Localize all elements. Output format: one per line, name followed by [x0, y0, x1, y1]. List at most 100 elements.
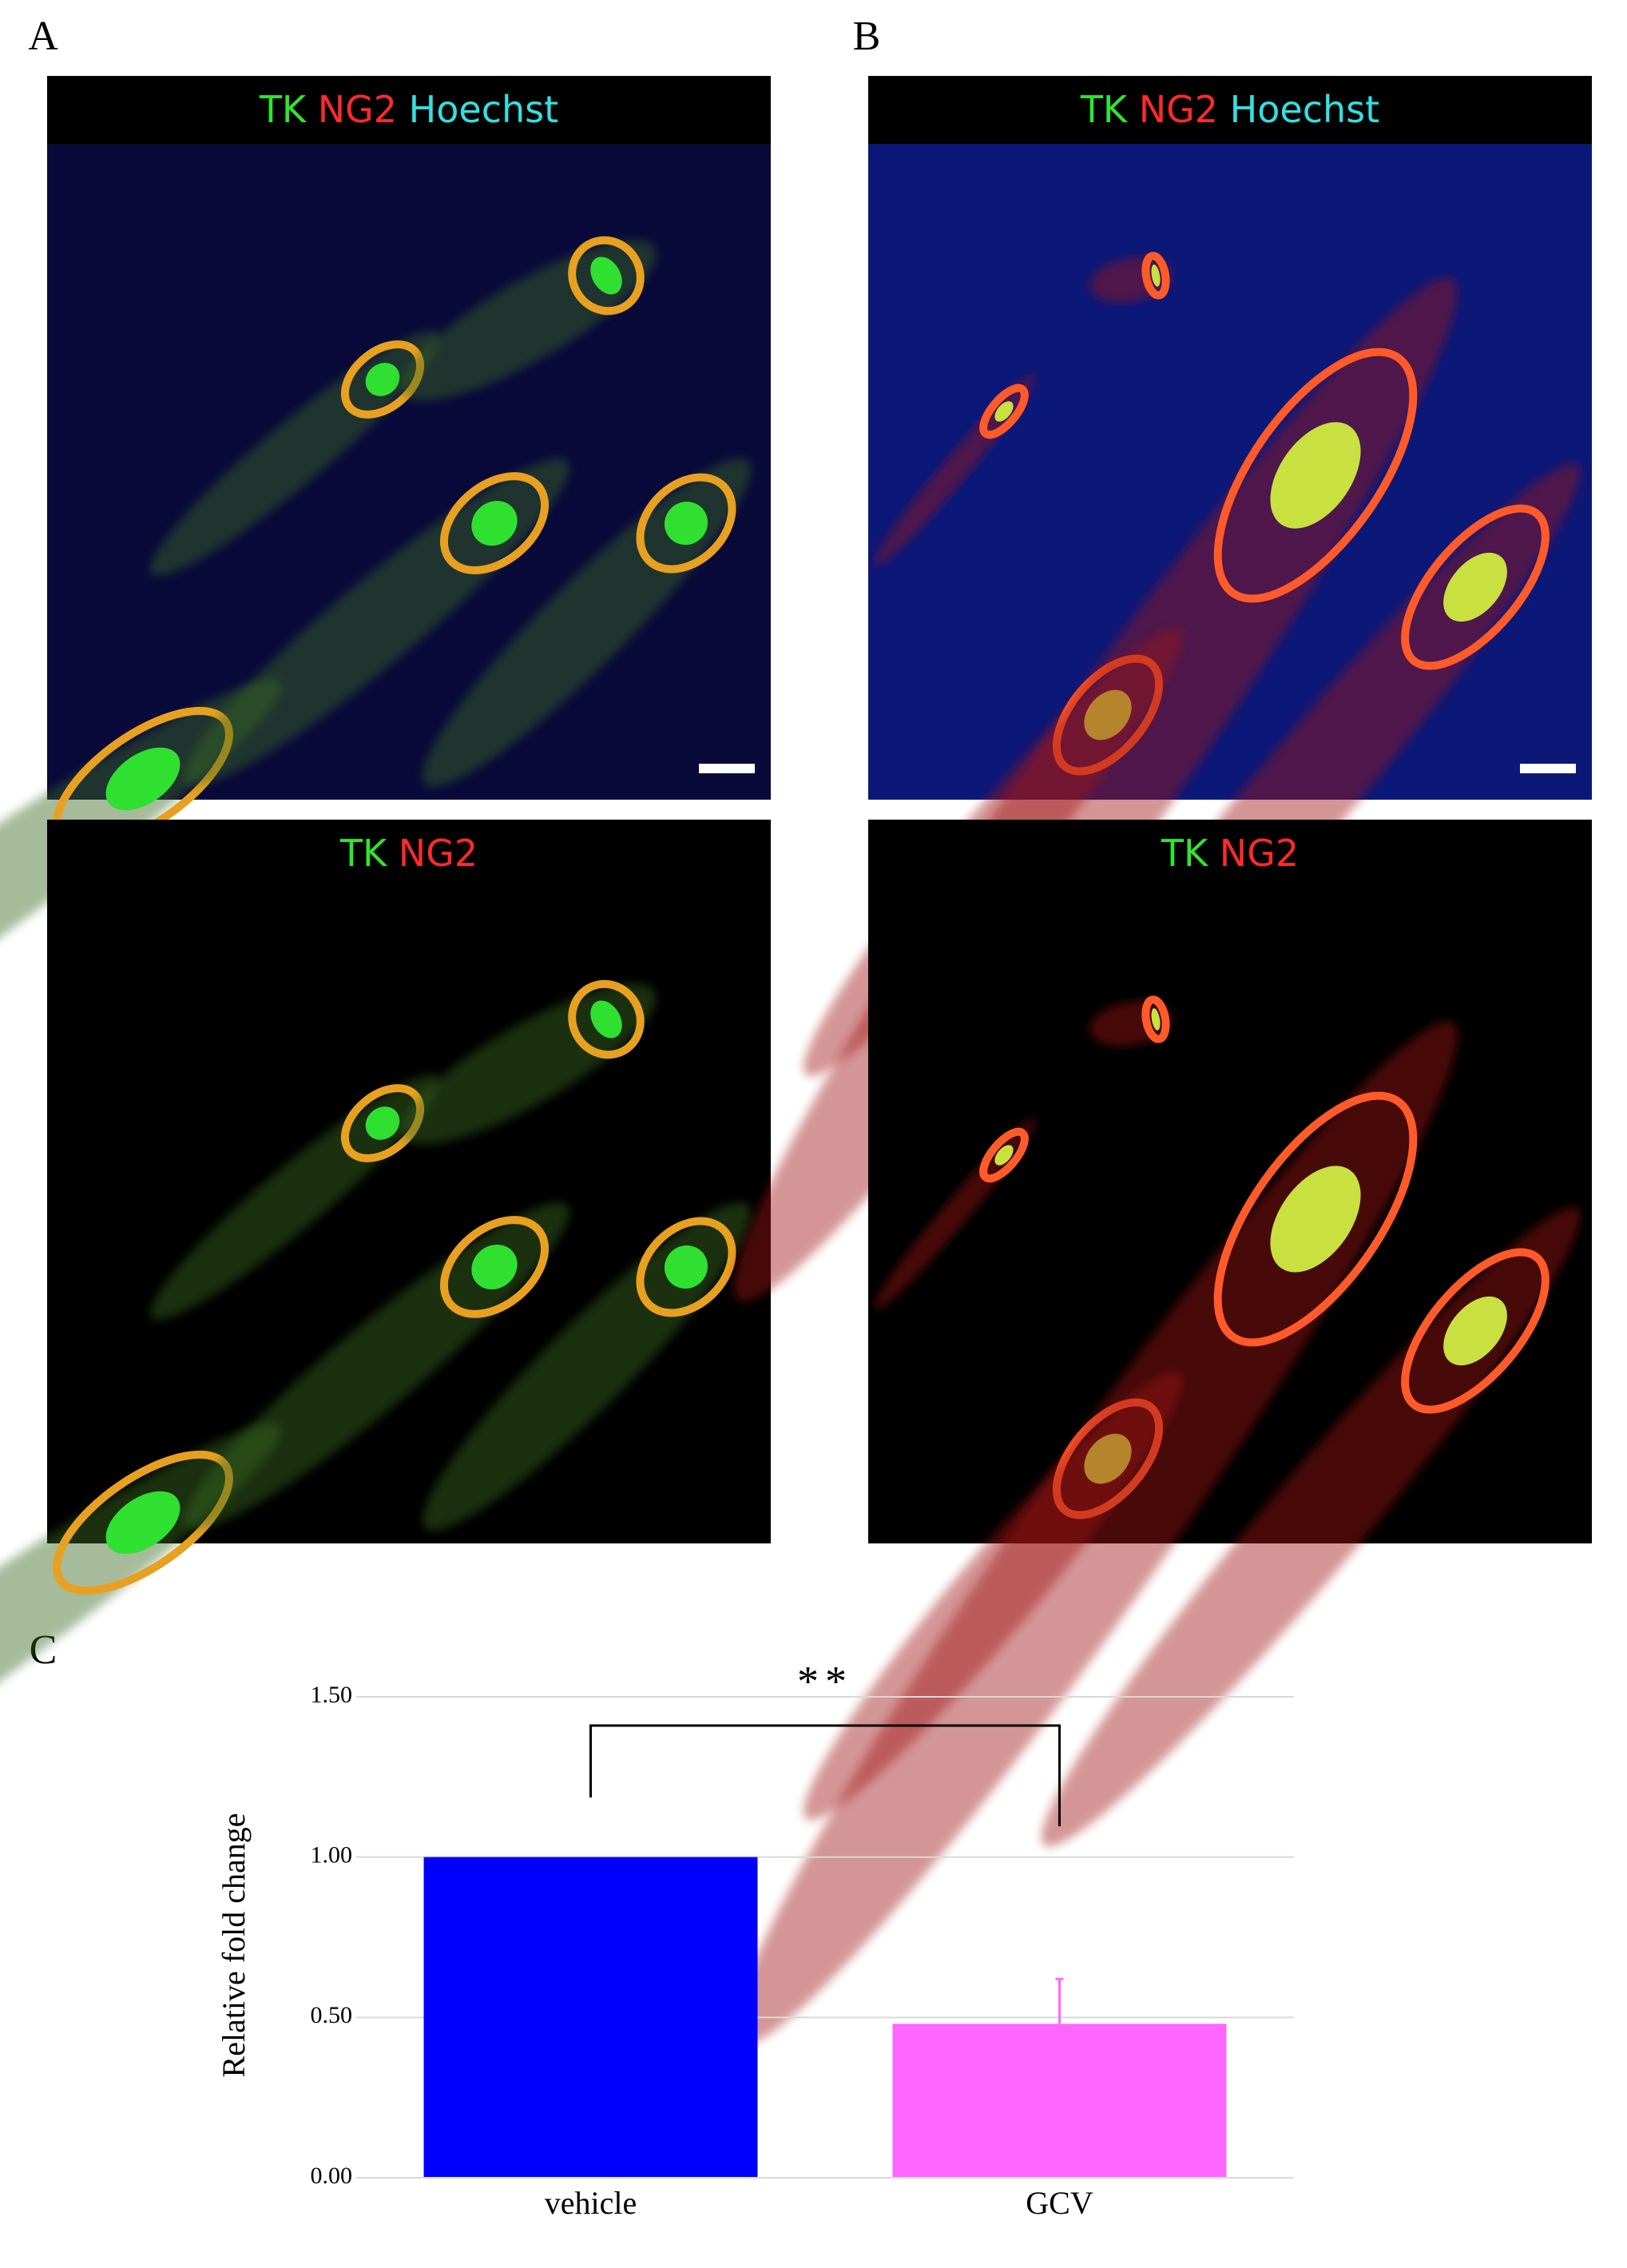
follicle-bulb [1213, 348, 1418, 603]
follicle-bulb [340, 1084, 425, 1162]
dermal-papilla [590, 256, 622, 295]
panel-label: A [28, 14, 58, 59]
follicle-sheath [401, 240, 657, 401]
stain-name: TK [339, 832, 388, 875]
label-band [47, 76, 771, 144]
follicle [733, 1021, 1458, 2046]
follicle-bulb [979, 1127, 1029, 1183]
dermal-papilla [664, 501, 708, 546]
follicle-sheath [874, 1118, 1036, 1310]
follicle-bulb [340, 340, 425, 419]
stain-label: TK NG2 Hoechst [1080, 88, 1379, 131]
follicle-bulb [1141, 252, 1170, 300]
label-band [47, 820, 771, 888]
follicle-sheath [184, 458, 570, 785]
y-axis-label: Relative fold change [216, 1813, 252, 2078]
x-tick-label: vehicle [545, 2185, 637, 2221]
follicle [1089, 252, 1172, 304]
follicle-bulb [568, 236, 645, 316]
stain-name: NG2 [387, 832, 478, 875]
follicle-sheath [0, 679, 282, 1186]
label-band [868, 820, 1592, 888]
follicle [184, 1202, 570, 1529]
image-background [47, 820, 771, 1543]
micrograph: TK NG2 [0, 820, 771, 1930]
follicle-bulb [568, 979, 645, 1059]
follicle-sheath [1041, 1206, 1581, 1847]
follicle-bulb [1401, 1248, 1550, 1414]
scale-bar [1520, 764, 1576, 773]
stain-name: Hoechst [397, 88, 558, 131]
dermal-papilla [1151, 1008, 1161, 1031]
dermal-papilla [1270, 1166, 1361, 1273]
follicle-sheath [401, 983, 657, 1145]
stain-label: TK NG2 [1161, 832, 1299, 875]
stain-label: TK NG2 Hoechst [259, 88, 558, 131]
scale-bar [699, 764, 755, 773]
dermal-papilla [365, 1106, 400, 1140]
follicle-sheath [149, 1074, 439, 1320]
follicle [1041, 1206, 1581, 1847]
follicle [1089, 995, 1172, 1047]
follicle-sheath [149, 331, 439, 576]
significance-bracket [589, 1724, 1061, 1826]
follicle [401, 979, 657, 1145]
stain-name: TK [1161, 832, 1209, 875]
stain-name: NG2 [1127, 88, 1218, 131]
dermal-papilla [1151, 264, 1161, 287]
y-tick-label: 0.00 [311, 2163, 353, 2189]
follicle [401, 236, 657, 401]
follicle-sheath [422, 1202, 752, 1531]
stain-name: TK [1080, 88, 1129, 131]
follicle [874, 1118, 1036, 1310]
follicle [149, 1074, 439, 1320]
stain-name: TK [259, 88, 308, 131]
dermal-papilla [1443, 552, 1507, 622]
follicle-sheath [0, 1423, 282, 1930]
follicle-bulb [636, 1217, 736, 1317]
follicle-sheath [184, 1202, 570, 1529]
follicle-bulb [636, 473, 736, 574]
stain-label: TK NG2 [339, 832, 478, 875]
dermal-papilla [1443, 1296, 1507, 1366]
follicle-bulb [439, 472, 550, 574]
dermal-papilla [994, 1145, 1014, 1166]
y-tick-label: 0.50 [311, 2002, 353, 2028]
dermal-papilla [590, 1000, 622, 1039]
micrograph: TK NG2 Hoechst [0, 76, 771, 1186]
y-tick-label: 1.00 [311, 1842, 353, 1869]
micrograph: TK NG2 [733, 820, 1592, 2046]
error-bar [1055, 1977, 1064, 2024]
bar [892, 2024, 1227, 2178]
label-band [868, 76, 1592, 144]
bar [423, 1857, 758, 2178]
significance-label: ** [797, 1657, 853, 1705]
follicle [422, 1202, 752, 1531]
dermal-papilla [105, 1491, 181, 1555]
dermal-papilla [365, 363, 400, 396]
follicle-bulb [1141, 995, 1170, 1043]
follicle [874, 374, 1036, 566]
dermal-papilla [105, 747, 181, 811]
dermal-papilla [471, 1244, 518, 1290]
follicle [149, 331, 439, 576]
follicle [422, 458, 752, 788]
follicle-bulb [439, 1216, 550, 1318]
x-tick-label: GCV [1026, 2185, 1093, 2221]
follicle-sheath [733, 1021, 1458, 2046]
dermal-papilla [471, 500, 518, 546]
follicle-sheath [422, 458, 752, 788]
y-tick-label: 1.50 [311, 1682, 353, 1708]
stain-name: NG2 [1208, 832, 1299, 875]
stain-name: NG2 [306, 88, 397, 131]
stain-name: Hoechst [1218, 88, 1379, 131]
dermal-papilla [1270, 422, 1361, 529]
follicle-bulb [1213, 1091, 1418, 1347]
nuclear-stain [47, 144, 771, 800]
dermal-papilla [664, 1245, 708, 1289]
follicle-bulb [979, 383, 1029, 439]
follicle-bulb [1401, 504, 1550, 670]
panel-label: B [853, 14, 881, 59]
follicle [184, 458, 570, 785]
